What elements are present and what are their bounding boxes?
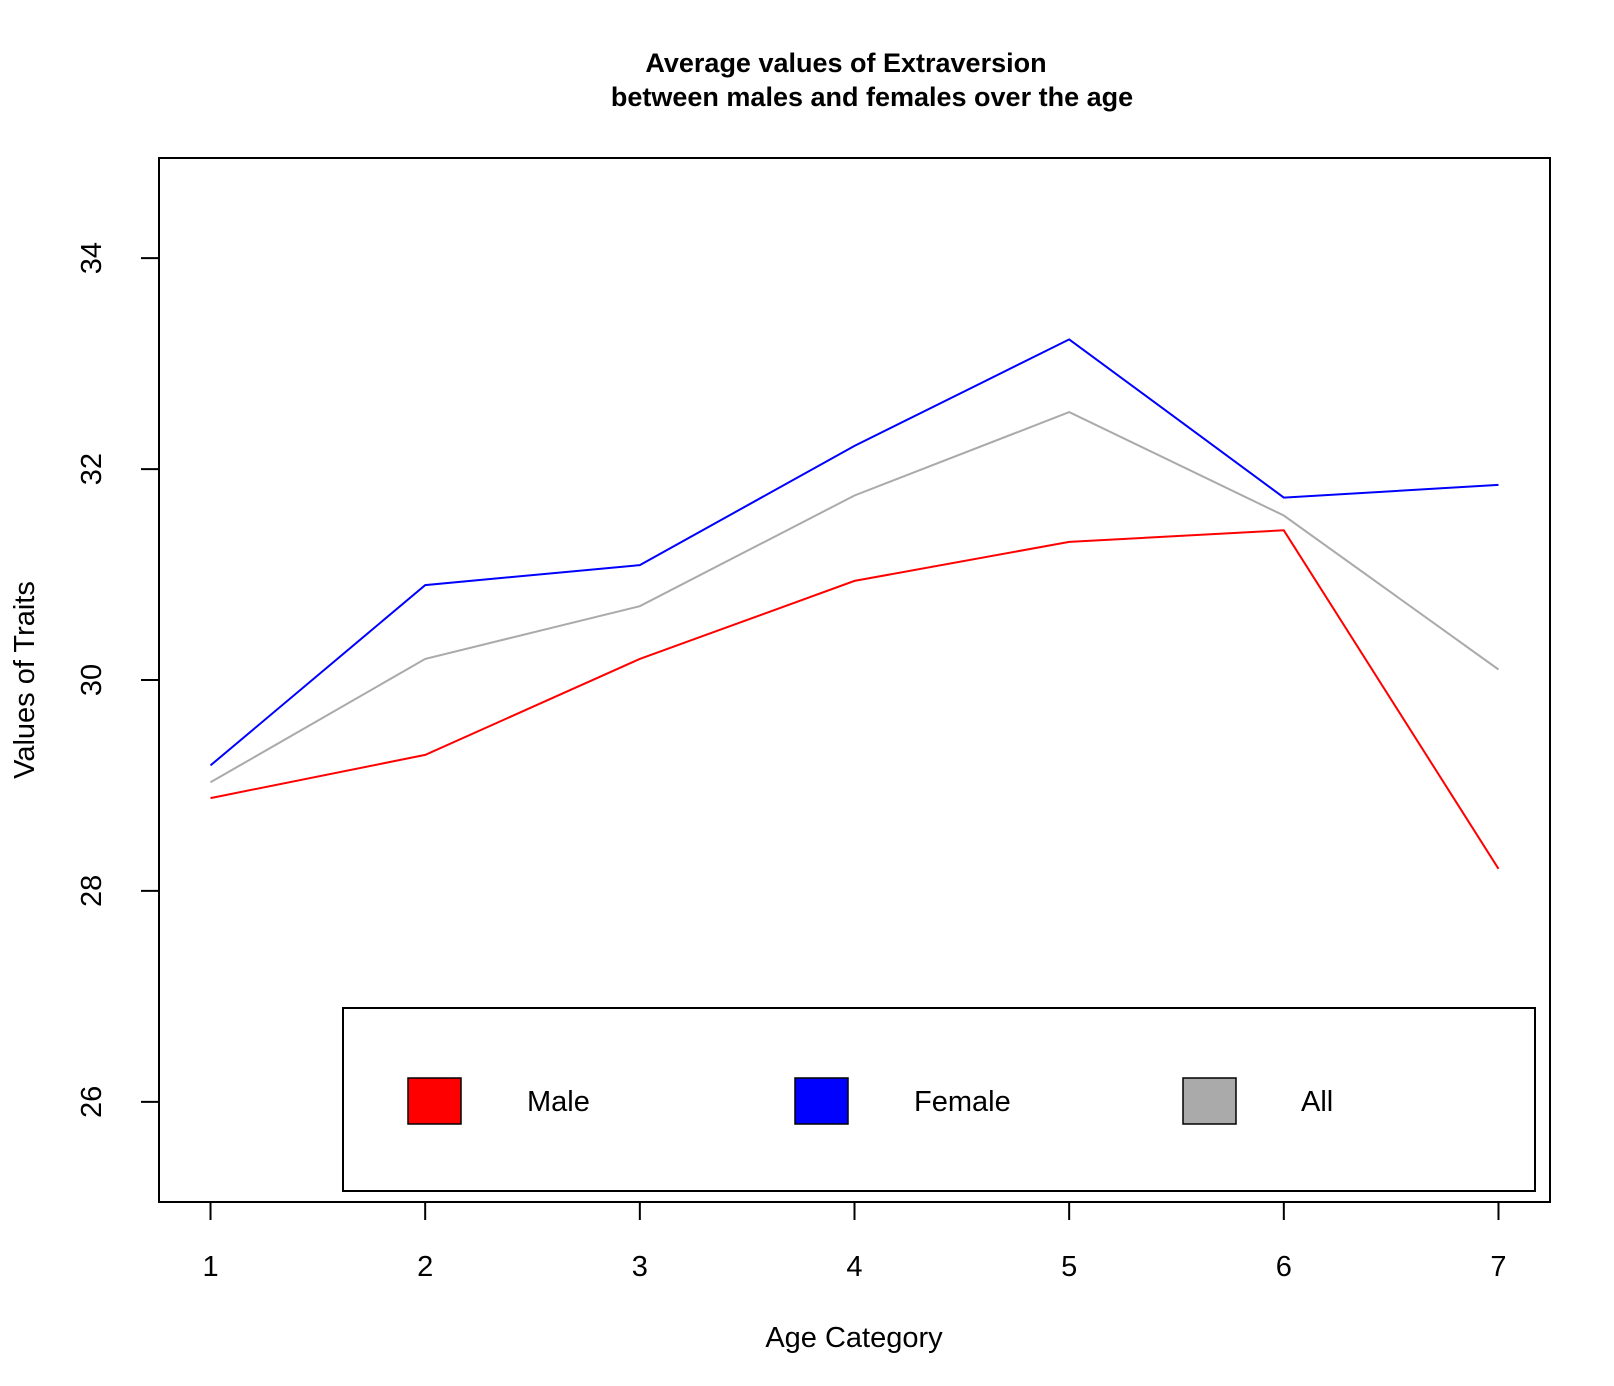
x-tick-label: 3 <box>632 1251 648 1283</box>
series-line-all <box>210 411 1500 784</box>
legend-swatch-female <box>794 1077 849 1125</box>
y-tick-label: 34 <box>76 242 108 274</box>
x-tick-label: 1 <box>202 1251 218 1283</box>
y-tick-label: 28 <box>76 875 108 907</box>
legend: Male Female All <box>342 1007 1536 1192</box>
legend-items: Male Female All <box>407 1077 1333 1125</box>
legend-label-female: Female <box>914 1086 1011 1118</box>
y-axis: 26 28 30 32 34 <box>76 242 160 1118</box>
legend-box <box>342 1007 1536 1192</box>
x-axis: 1 2 3 4 5 6 7 <box>202 1201 1507 1283</box>
legend-label-all: All <box>1301 1086 1333 1118</box>
series-line-male <box>210 529 1500 870</box>
legend-swatch-male <box>407 1077 462 1125</box>
y-tick-label: 30 <box>76 664 108 696</box>
x-axis-label: Age Category <box>765 1322 943 1354</box>
series-line-female <box>209 338 1499 767</box>
legend-swatch-all <box>1182 1077 1237 1125</box>
x-tick-label: 5 <box>1061 1251 1077 1283</box>
chart-title-line-1: Average values of Extraversion <box>645 48 1046 78</box>
x-tick-label: 7 <box>1490 1251 1506 1283</box>
y-axis-label: Values of Traits <box>9 581 41 779</box>
y-tick-label: 32 <box>76 453 108 485</box>
y-tick-label: 26 <box>76 1086 108 1118</box>
x-tick-label: 4 <box>846 1251 862 1283</box>
legend-label-male: Male <box>527 1086 590 1118</box>
series-layer <box>209 338 1500 870</box>
x-tick-label: 6 <box>1276 1251 1292 1283</box>
x-tick-label: 2 <box>417 1251 433 1283</box>
chart-title-line-2: between males and females over the age <box>611 82 1133 112</box>
